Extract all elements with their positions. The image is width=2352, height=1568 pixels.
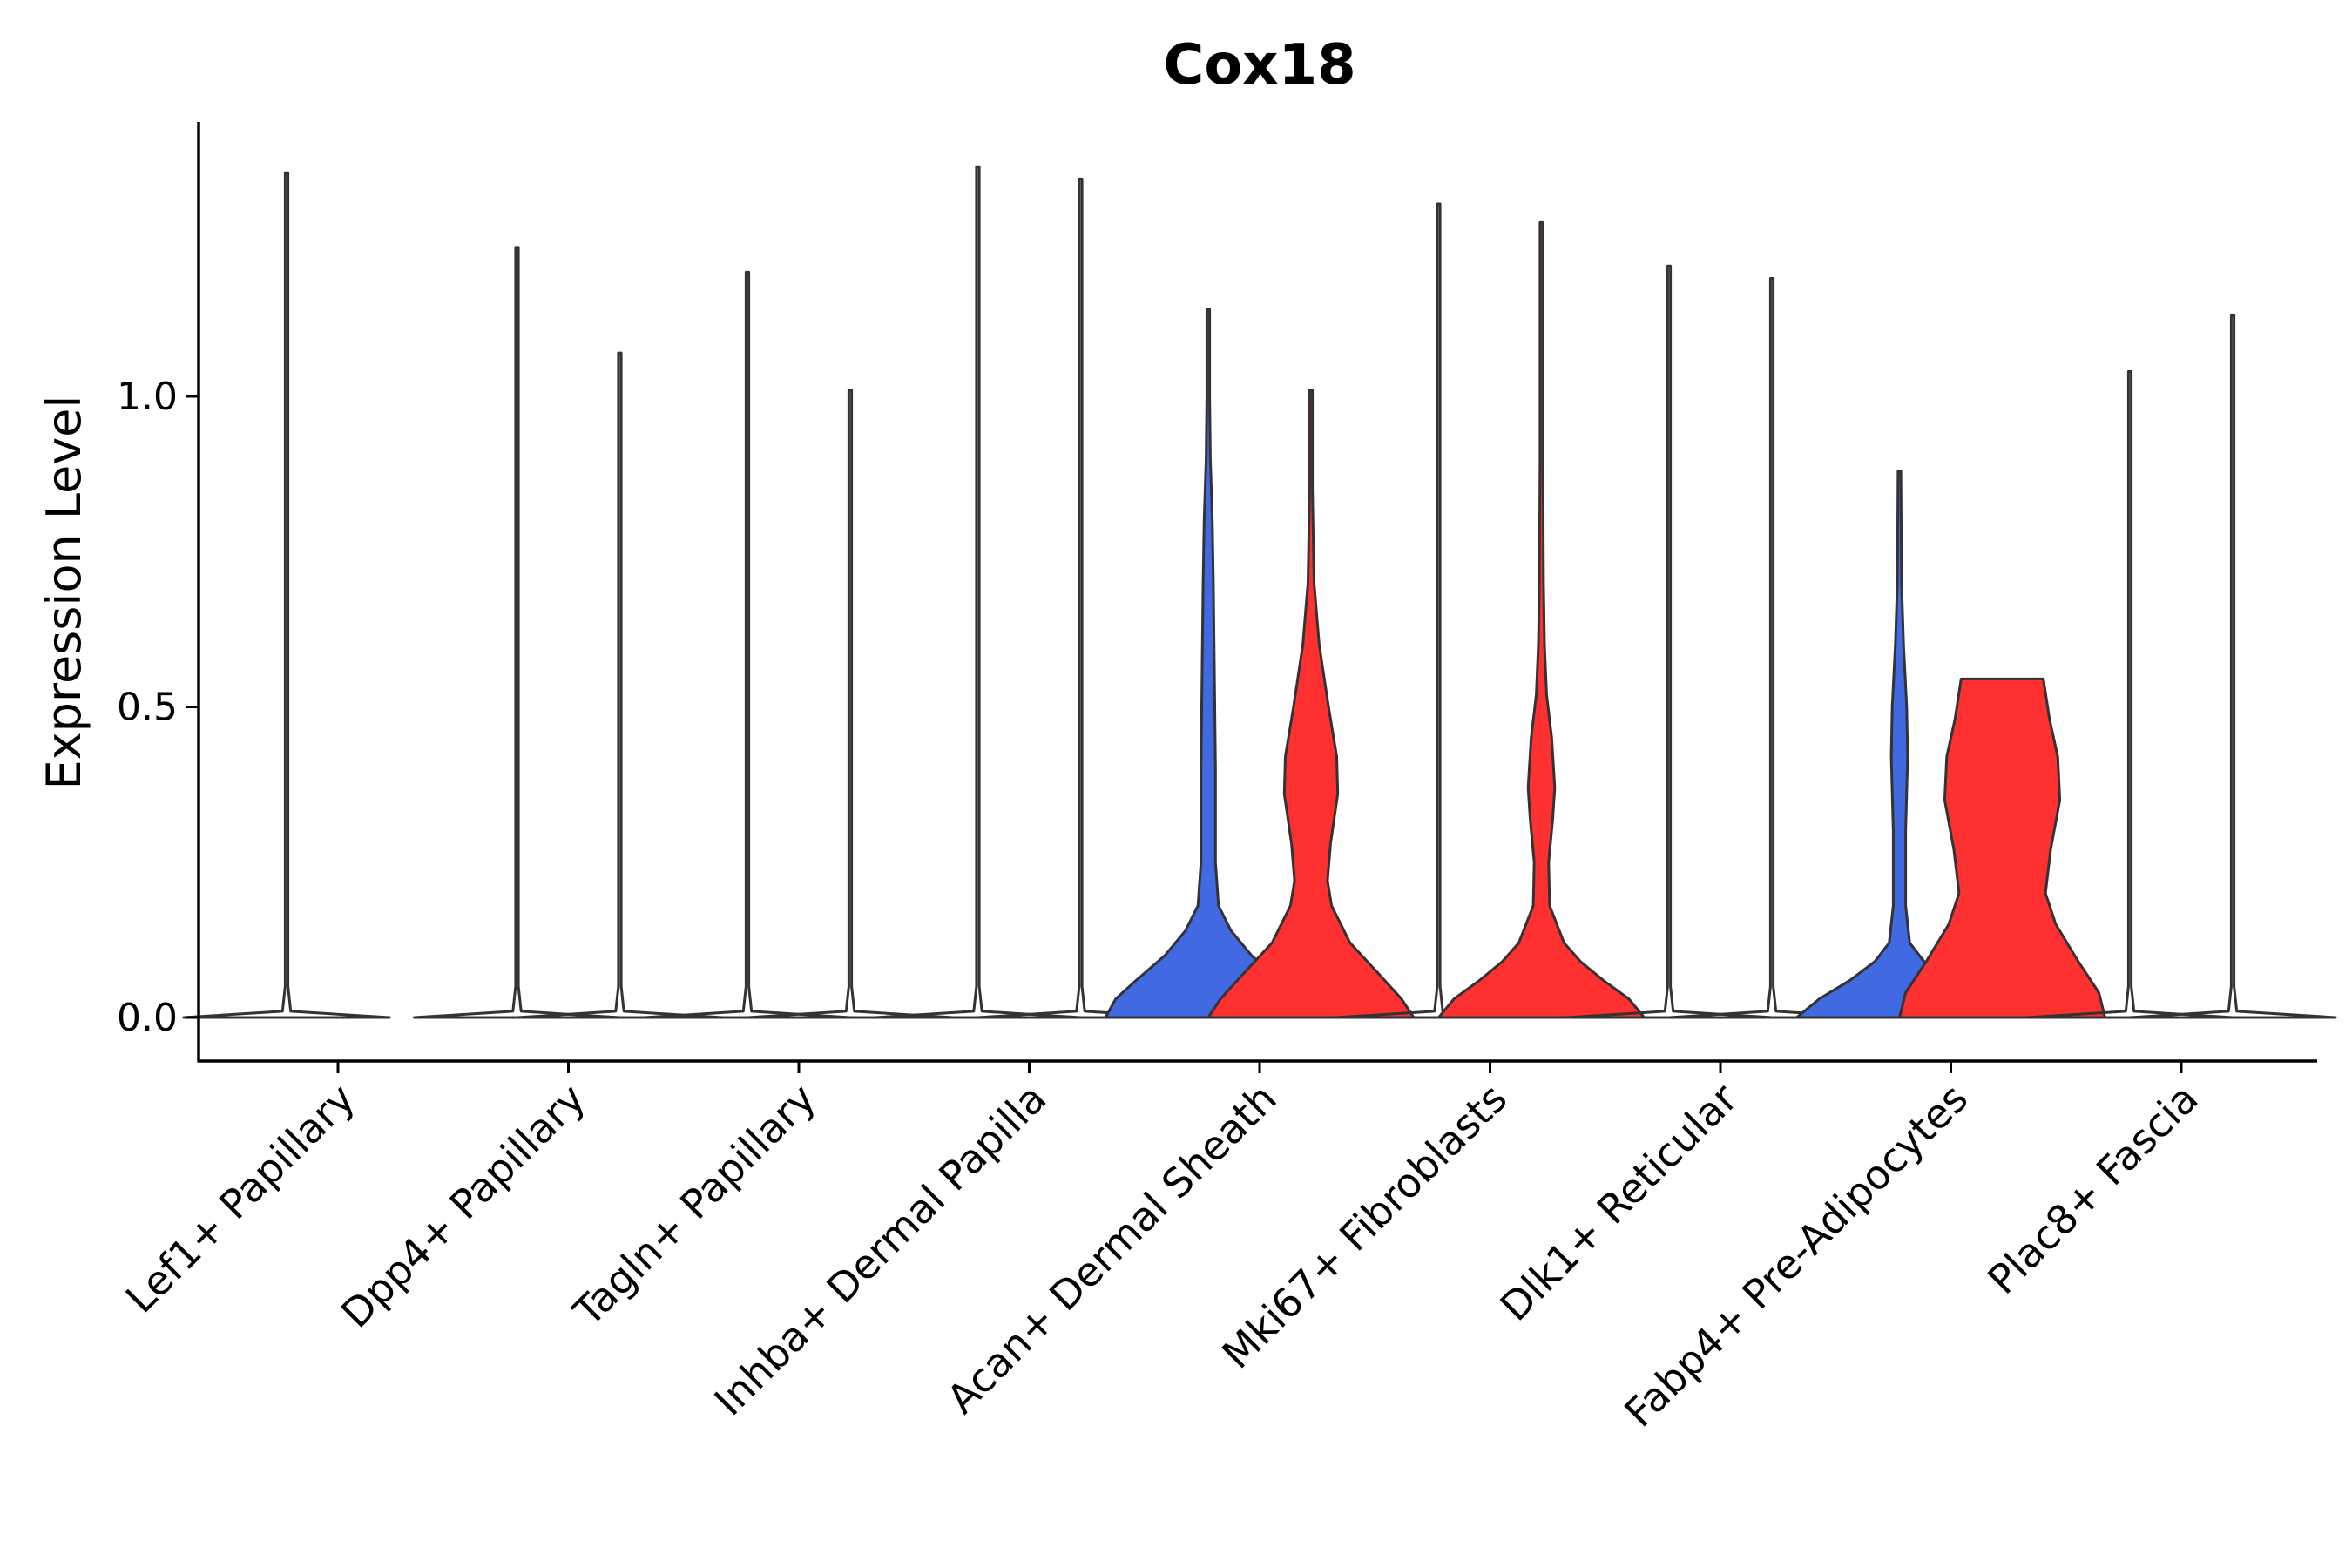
violin-fabp4-pre-adipocytes-b (1898, 677, 2106, 1019)
violin-dpp4-papillary-a (413, 246, 621, 1019)
violin-dlk1-reticular-a (1565, 264, 1774, 1019)
violin-acan-dermal-sheath-b (1206, 389, 1416, 1019)
x-tick-label: Tagln+ Papillary (564, 1075, 825, 1336)
violin-inhba-dermal-papilla-b (977, 177, 1185, 1019)
y-axis-label: Expression Level (37, 395, 91, 790)
x-tick-label: Dpp4+ Papillary (332, 1075, 594, 1337)
violin-inhba-dermal-papilla-a (874, 165, 1082, 1019)
x-tick-label: Dlk1+ Reticular (1491, 1075, 1747, 1330)
y-tick-label: 0.0 (117, 996, 178, 1040)
violin-tagln-papillary-a (643, 270, 852, 1019)
violin-plac8-fascia-a (2025, 370, 2234, 1019)
y-tick-label: 1.0 (117, 375, 178, 419)
violin-dlk1-reticular-b (1667, 277, 1876, 1019)
violin-mki67-fibroblasts-b (1437, 220, 1646, 1019)
violin-dpp4-papillary-b (516, 351, 724, 1019)
violins-layer (182, 165, 2337, 1019)
violin-lef1-papillary-a (182, 171, 391, 1019)
x-tick-label: Plac8+ Fascia (1978, 1075, 2207, 1303)
violin-mki67-fibroblasts-a (1335, 202, 1543, 1019)
y-tick-label: 0.5 (117, 686, 178, 730)
violin-plac8-fascia-b (2128, 314, 2337, 1019)
x-tick-label: Lef1+ Papillary (117, 1075, 364, 1322)
violin-fabp4-pre-adipocytes-a (1795, 470, 2004, 1019)
violin-acan-dermal-sheath-a (1104, 308, 1313, 1019)
chart-title: Cox18 (1163, 33, 1355, 98)
violin-tagln-papillary-b (746, 389, 955, 1019)
